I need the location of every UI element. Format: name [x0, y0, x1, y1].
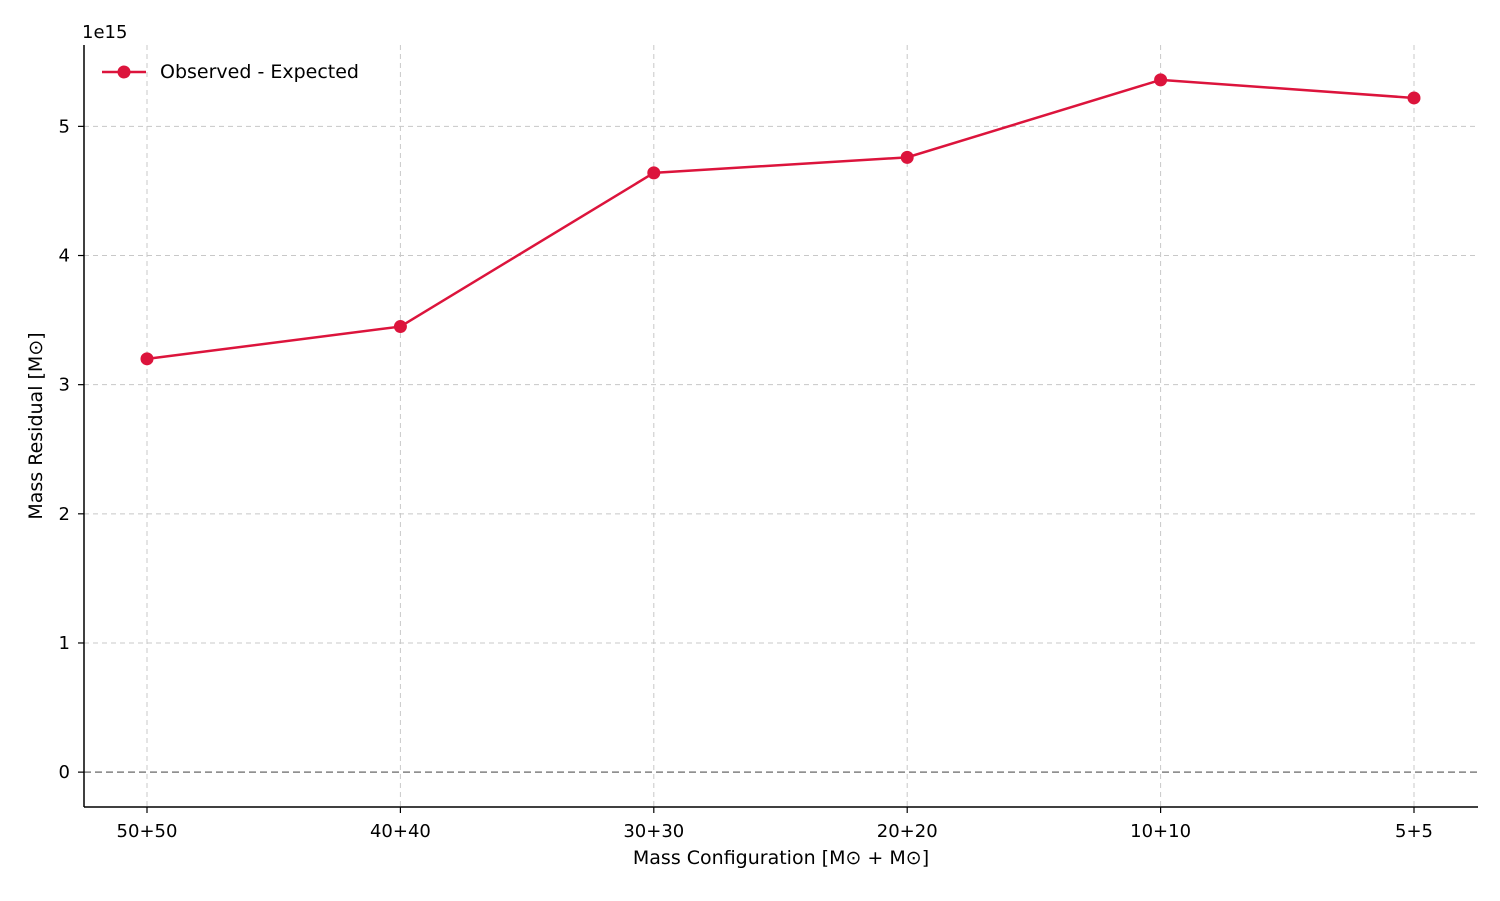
data-point: [1407, 91, 1421, 105]
y-tick-label: 0: [59, 762, 70, 783]
data-point: [1154, 73, 1168, 87]
data-point: [647, 166, 661, 180]
y-tick-label: 3: [59, 375, 70, 396]
x-tick-label: 30+30: [623, 821, 684, 842]
x-tick-label: 50+50: [117, 821, 178, 842]
legend-marker-swatch: [117, 65, 131, 79]
axes: [83, 45, 1478, 808]
data-point: [140, 352, 154, 366]
x-tick-label: 20+20: [877, 821, 938, 842]
y-tick-label: 5: [59, 116, 70, 137]
legend-label: Observed - Expected: [160, 61, 359, 83]
series: [140, 73, 1421, 366]
y-tick-label: 1: [59, 633, 70, 654]
y-axis-label: Mass Residual [M⊙]: [25, 332, 47, 519]
ticks: 50+50 40+40 30+30 20+20 10+10 5+5 0 1 2 3 4 5: [59, 116, 1433, 842]
x-tick-label: 40+40: [370, 821, 431, 842]
y-offset-label: 1e15: [82, 22, 127, 43]
x-axis-label: Mass Configuration [M⊙ + M⊙]: [633, 847, 929, 869]
x-tick-label: 5+5: [1395, 821, 1433, 842]
data-point: [900, 150, 914, 164]
series-line: [146, 78, 1415, 361]
legend: Observed - Expected: [102, 61, 359, 83]
y-tick-label: 2: [59, 504, 70, 525]
y-tick-label: 4: [59, 246, 70, 267]
x-tick-label: 10+10: [1130, 821, 1191, 842]
data-point: [393, 320, 407, 334]
grid: [84, 45, 1478, 807]
